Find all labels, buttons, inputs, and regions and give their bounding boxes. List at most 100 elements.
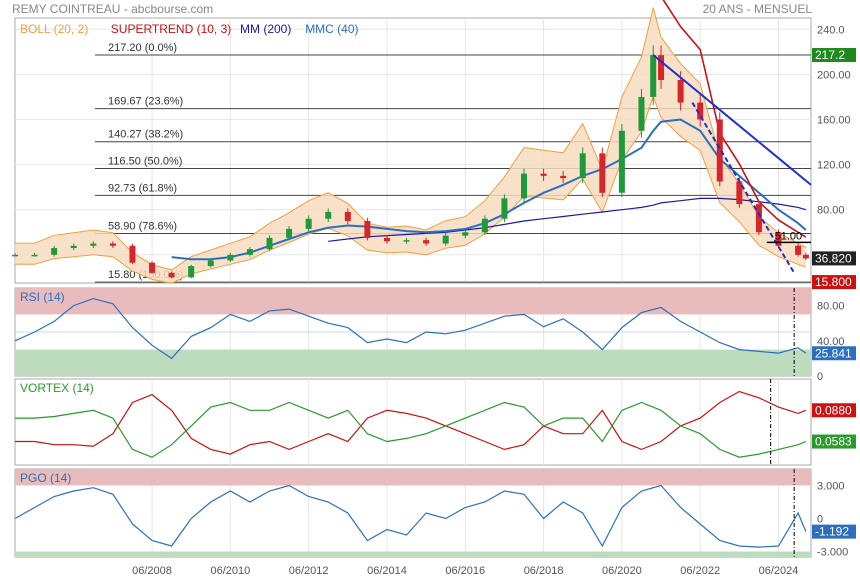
price-candle-body (677, 80, 684, 103)
price-candle-body (325, 211, 332, 219)
fibo-label-5: 58.90 (78.6%) (108, 220, 177, 232)
pgo-line (14, 484, 807, 548)
x-tick-label-8: 06/2024 (759, 565, 799, 577)
ma200-line (328, 197, 807, 242)
price-ytick-label-1: 80.00 (817, 205, 845, 217)
vortex-plus-line (15, 401, 807, 458)
price-candle-body (775, 232, 782, 246)
x-tick-label-2: 06/2012 (289, 565, 329, 577)
x-tick-label-4: 06/2016 (445, 565, 485, 577)
vortex-plus-tag-bg (812, 434, 856, 449)
vortex-legend: VORTEX (14) (20, 381, 94, 395)
pgo-ytick-label-2: 3.000 (817, 481, 845, 493)
price-candle-body (286, 228, 293, 238)
fibo-label-4: 92.73 (61.8%) (108, 182, 177, 194)
price-candle-body (423, 240, 430, 244)
price-candle-body (109, 243, 116, 246)
x-tick-label-0: 06/2008 (132, 565, 172, 577)
level-51-label: 51.00 (775, 230, 803, 242)
price-candle-body (638, 96, 645, 131)
legend-1: SUPERTREND (10, 3) (111, 22, 231, 36)
price-candle-body (501, 198, 508, 219)
price-candle-body (802, 254, 809, 259)
price-candle-body (697, 102, 704, 120)
tag-last-price: 36.820 (815, 251, 852, 265)
rsi-overbought-zone (15, 288, 811, 315)
x-tick-label-6: 06/2020 (602, 565, 642, 577)
chart-title: REMY COINTREAU - abcbourse.com (12, 2, 214, 16)
price-candle-body (795, 245, 802, 255)
price-candle-body (90, 243, 97, 246)
price-candle-body (579, 153, 586, 179)
price-candle-body (658, 55, 665, 81)
price-candle-body (618, 130, 625, 193)
rsi-ytick-label-1: 40.00 (817, 336, 845, 348)
price-ytick-label-3: 160.00 (817, 114, 851, 126)
vortex-minus-line (15, 390, 807, 455)
x-tick-label-5: 06/2018 (524, 565, 564, 577)
price-candle-body (755, 204, 762, 233)
price-candle-body (129, 245, 136, 263)
pgo-overbought-zone (15, 469, 811, 486)
pgo-oversold-zone (15, 551, 811, 557)
legend-3: MMC (40) (305, 22, 358, 36)
trendline-resistance (652, 54, 812, 186)
rsi-ytick-label-0: 0 (817, 371, 823, 383)
price-candle-body (403, 240, 410, 242)
bollinger-lower-line (15, 95, 807, 284)
tag-low-15: 15.800 (815, 275, 852, 289)
price-candle-body (383, 237, 390, 242)
price-candle-body (650, 55, 657, 97)
price-panel-frame (14, 17, 812, 284)
price-candle-body (442, 235, 449, 244)
fibo-label-1: 169.67 (23.6%) (108, 96, 183, 108)
price-candle-body (12, 254, 18, 257)
pgo-ytick-label-1: 0 (817, 514, 823, 526)
price-candle-body (246, 249, 253, 255)
price-candle-body (70, 245, 77, 249)
x-tick-label-3: 06/2014 (367, 565, 407, 577)
tag-high-217: 217.2 (815, 48, 845, 62)
pgo-last-tag: -1.192 (815, 525, 849, 539)
price-candle-body (51, 248, 58, 255)
price-candle-body (462, 232, 469, 236)
legend-0: BOLL (20, 2) (20, 22, 88, 36)
price-candle-body (599, 153, 606, 193)
bollinger-fill (15, 7, 806, 284)
period-label: 20 ANS - MENSUEL (702, 2, 812, 16)
price-candle-body (364, 220, 371, 238)
rsi-oversold-zone (15, 349, 811, 376)
price-candle-body (716, 119, 723, 182)
x-tick-label-1: 06/2010 (210, 565, 250, 577)
rsi-line (14, 297, 807, 360)
price-candle-body (168, 272, 175, 278)
rsi-last-tag-bg (812, 346, 856, 361)
trendline-dotted (691, 102, 796, 274)
price-candle-body (521, 173, 528, 199)
price-ytick-label-4: 200.00 (817, 69, 851, 81)
vortex-minus-tag: 0.0880 (815, 403, 852, 417)
price-candle-body (560, 175, 567, 179)
price-candle-body (305, 218, 312, 229)
price-candle-body (188, 266, 195, 278)
fibo-label-2: 140.27 (38.2%) (108, 129, 183, 141)
vortex-panel-frame (14, 378, 812, 466)
tag-low-15-bg (812, 275, 856, 290)
price-candle-body (344, 211, 351, 221)
price-ytick-label-2: 120.00 (817, 160, 851, 172)
rsi-legend: RSI (14) (20, 290, 65, 304)
legend-2: MM (200) (240, 22, 291, 36)
fibo-label-3: 116.50 (50.0%) (108, 156, 182, 168)
pgo-legend: PGO (14) (20, 471, 71, 485)
vortex-plus-tag: 0.0583 (815, 435, 852, 449)
fibo-label-0: 217.20 (0.0%) (108, 42, 177, 54)
price-ytick-label-5: 240.0 (817, 24, 845, 36)
vortex-minus-tag-bg (812, 403, 856, 418)
rsi-last-tag: 25.841 (815, 346, 852, 360)
rsi-ytick-label-2: 80.00 (817, 301, 845, 313)
pgo-last-tag-bg (812, 524, 856, 539)
price-candle-body (540, 173, 547, 176)
x-tick-label-7: 06/2022 (680, 565, 720, 577)
